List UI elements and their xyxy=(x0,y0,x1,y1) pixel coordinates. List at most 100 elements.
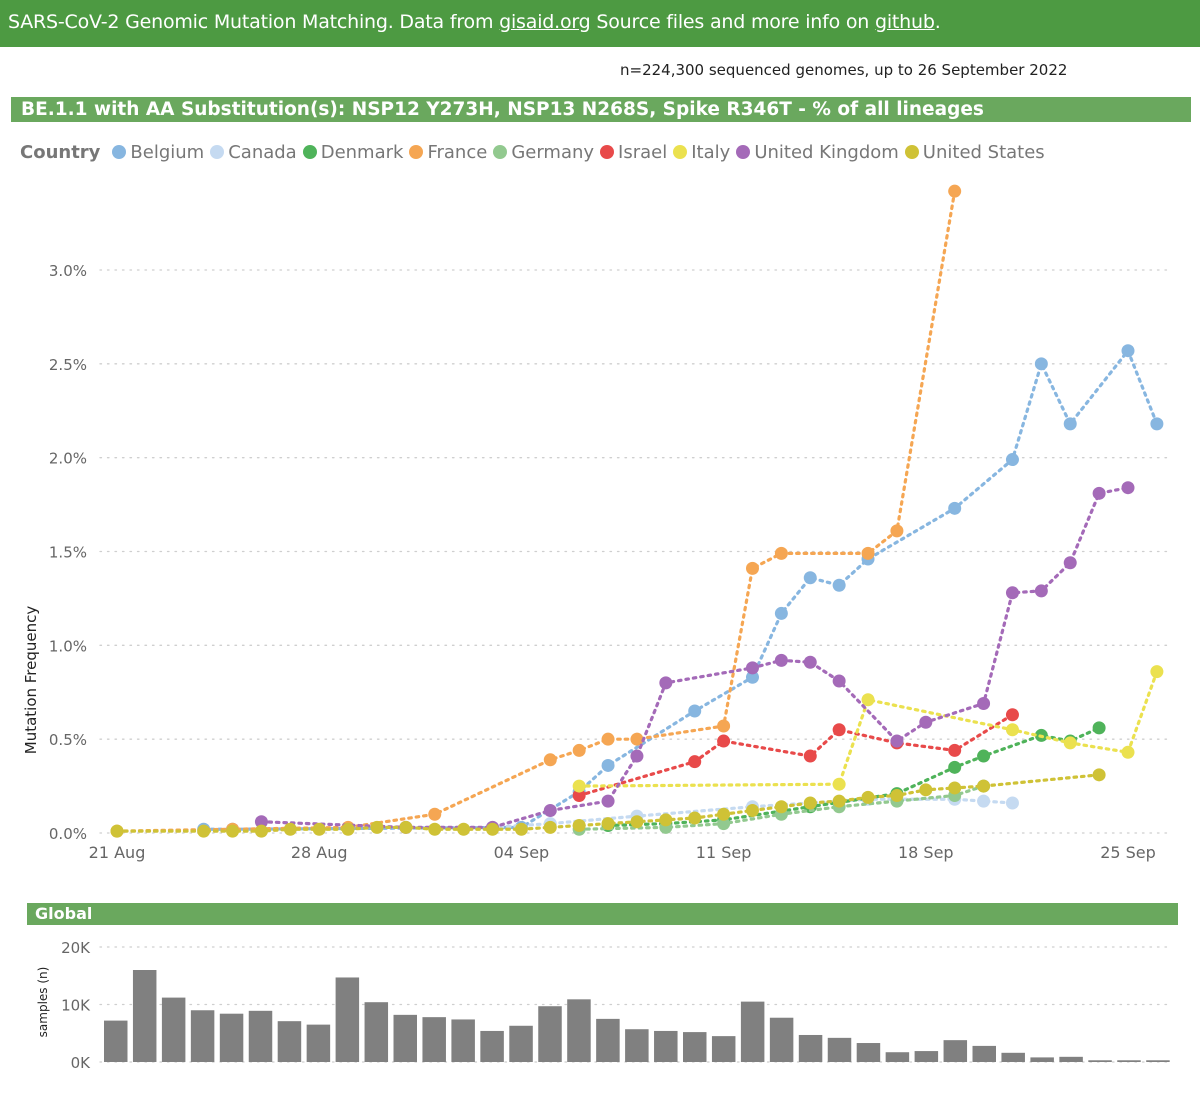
bar[interactable] xyxy=(798,1034,823,1062)
data-point-france[interactable] xyxy=(948,184,962,198)
data-point-united-states[interactable] xyxy=(774,800,788,814)
data-point-canada[interactable] xyxy=(977,794,991,808)
data-point-france[interactable] xyxy=(601,732,615,746)
legend-item-denmark[interactable]: Denmark xyxy=(302,142,403,163)
data-point-united-kingdom[interactable] xyxy=(832,674,846,688)
data-point-united-kingdom[interactable] xyxy=(977,697,991,711)
data-point-italy[interactable] xyxy=(832,777,846,791)
data-point-israel[interactable] xyxy=(717,734,731,748)
bar[interactable] xyxy=(683,1032,707,1062)
data-point-united-kingdom[interactable] xyxy=(803,655,817,669)
data-point-israel[interactable] xyxy=(948,743,962,757)
data-point-canada[interactable] xyxy=(1005,796,1019,810)
data-point-denmark[interactable] xyxy=(948,760,962,774)
data-point-united-states[interactable] xyxy=(977,779,991,793)
data-point-france[interactable] xyxy=(572,743,586,757)
bar[interactable] xyxy=(161,997,186,1062)
data-point-france[interactable] xyxy=(630,732,644,746)
data-point-belgium[interactable] xyxy=(1005,453,1019,467)
data-point-united-kingdom[interactable] xyxy=(1063,556,1077,570)
data-point-italy[interactable] xyxy=(1150,665,1164,679)
data-point-united-kingdom[interactable] xyxy=(1034,584,1048,598)
data-point-united-states[interactable] xyxy=(630,815,644,829)
data-point-france[interactable] xyxy=(717,719,731,733)
bar[interactable] xyxy=(219,1013,244,1062)
data-point-united-states[interactable] xyxy=(832,794,846,808)
gisaid-link[interactable]: gisaid.org xyxy=(499,11,591,33)
data-point-united-kingdom[interactable] xyxy=(543,803,557,817)
data-point-united-states[interactable] xyxy=(283,822,297,836)
data-point-united-states[interactable] xyxy=(688,811,702,825)
data-point-belgium[interactable] xyxy=(745,670,759,684)
bar[interactable] xyxy=(306,1024,331,1062)
data-point-united-states[interactable] xyxy=(226,824,240,838)
bar[interactable] xyxy=(1059,1056,1083,1062)
bar[interactable] xyxy=(509,1025,533,1062)
legend-item-belgium[interactable]: Belgium xyxy=(112,142,204,163)
bar[interactable] xyxy=(625,1029,649,1062)
data-point-united-kingdom[interactable] xyxy=(890,734,904,748)
data-point-italy[interactable] xyxy=(1121,745,1135,759)
data-point-united-kingdom[interactable] xyxy=(254,815,268,829)
bar[interactable] xyxy=(393,1014,418,1062)
data-point-belgium[interactable] xyxy=(688,704,702,718)
data-point-germany[interactable] xyxy=(717,817,731,831)
data-point-united-kingdom[interactable] xyxy=(1005,586,1019,600)
data-point-united-states[interactable] xyxy=(514,822,528,836)
bar[interactable] xyxy=(1088,1060,1112,1062)
data-point-belgium[interactable] xyxy=(803,571,817,585)
data-point-italy[interactable] xyxy=(861,693,875,707)
bar[interactable] xyxy=(567,999,591,1062)
bar[interactable] xyxy=(1146,1060,1170,1062)
data-point-france[interactable] xyxy=(890,524,904,538)
bar[interactable] xyxy=(422,1017,446,1062)
bar[interactable] xyxy=(132,970,157,1062)
bar[interactable] xyxy=(1001,1052,1025,1062)
data-point-united-kingdom[interactable] xyxy=(1121,481,1135,495)
data-point-israel[interactable] xyxy=(1005,708,1019,722)
legend-item-germany[interactable]: Germany xyxy=(493,142,594,163)
bar[interactable] xyxy=(769,1017,794,1062)
bar[interactable] xyxy=(1030,1057,1054,1062)
bar[interactable] xyxy=(711,1036,736,1062)
data-point-united-states[interactable] xyxy=(1092,768,1106,782)
data-point-israel[interactable] xyxy=(688,755,702,769)
data-point-united-states[interactable] xyxy=(803,796,817,810)
data-point-united-kingdom[interactable] xyxy=(601,794,615,808)
data-point-united-kingdom[interactable] xyxy=(919,715,933,729)
data-point-united-states[interactable] xyxy=(341,822,355,836)
bar[interactable] xyxy=(914,1051,939,1062)
data-point-belgium[interactable] xyxy=(1121,344,1135,358)
data-point-france[interactable] xyxy=(428,807,442,821)
data-point-belgium[interactable] xyxy=(1063,417,1077,431)
bar[interactable] xyxy=(335,977,360,1062)
data-point-united-states[interactable] xyxy=(890,788,904,802)
data-point-israel[interactable] xyxy=(572,788,586,802)
bar[interactable] xyxy=(451,1019,475,1062)
bar[interactable] xyxy=(538,1006,562,1062)
bar[interactable] xyxy=(190,1010,215,1062)
data-point-france[interactable] xyxy=(774,546,788,560)
data-point-united-kingdom[interactable] xyxy=(659,676,673,690)
data-point-united-kingdom[interactable] xyxy=(774,653,788,667)
data-point-united-states[interactable] xyxy=(948,781,962,795)
github-link[interactable]: github xyxy=(874,11,935,33)
data-point-israel[interactable] xyxy=(832,723,846,737)
data-point-united-states[interactable] xyxy=(197,824,211,838)
data-point-united-states[interactable] xyxy=(572,818,586,832)
data-point-united-states[interactable] xyxy=(312,822,326,836)
data-point-united-states[interactable] xyxy=(486,822,500,836)
data-point-italy[interactable] xyxy=(572,779,586,793)
data-point-belgium[interactable] xyxy=(601,758,615,772)
data-point-denmark[interactable] xyxy=(1092,721,1106,735)
data-point-united-states[interactable] xyxy=(745,803,759,817)
bar[interactable] xyxy=(740,1001,765,1062)
data-point-france[interactable] xyxy=(745,561,759,575)
data-point-belgium[interactable] xyxy=(1150,417,1164,431)
legend-item-israel[interactable]: Israel xyxy=(600,142,667,163)
data-point-united-states[interactable] xyxy=(659,813,673,827)
data-point-united-states[interactable] xyxy=(399,820,413,834)
data-point-united-states[interactable] xyxy=(543,820,557,834)
data-point-united-states[interactable] xyxy=(457,822,471,836)
data-point-united-states[interactable] xyxy=(861,790,875,804)
